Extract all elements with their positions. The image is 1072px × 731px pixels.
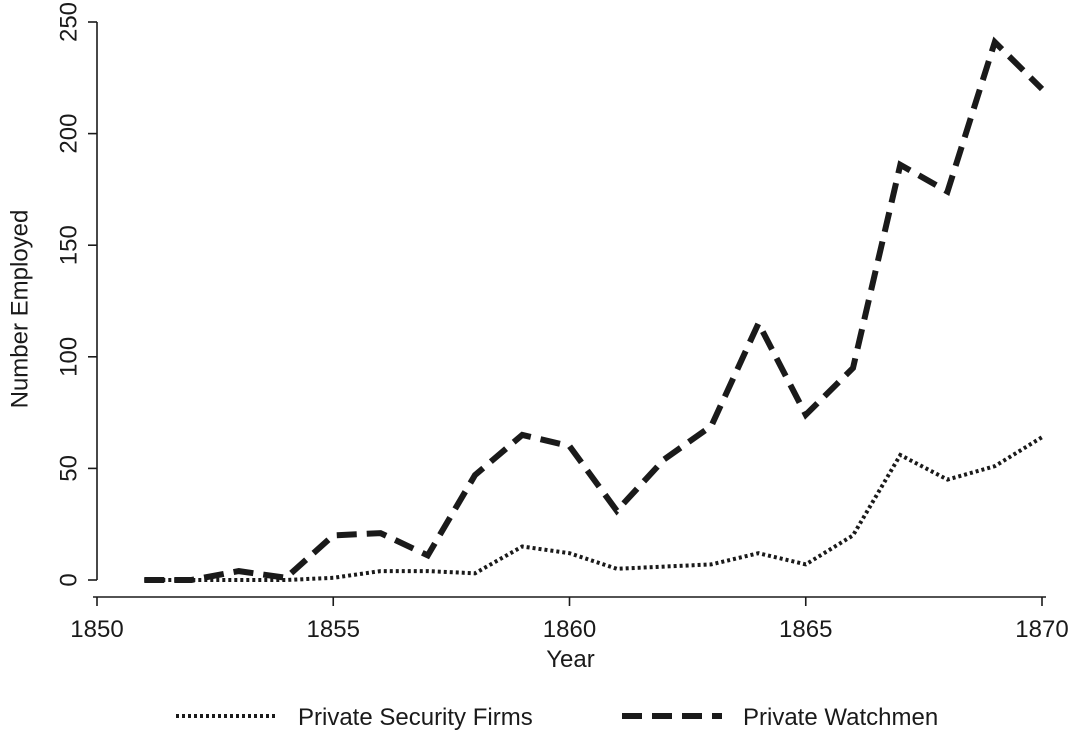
y-tick-label: 50 (56, 455, 83, 482)
x-tick-label: 1850 (70, 616, 123, 643)
legend: Private Security Firms Private Watchmen (176, 704, 938, 731)
x-tick-label: 1860 (543, 616, 596, 643)
y-tick-label: 0 (56, 573, 83, 586)
x-tick-label: 1855 (307, 616, 360, 643)
y-tick-label: 250 (56, 2, 83, 42)
y-tick-label: 100 (56, 337, 83, 377)
legend-label-private-watchmen: Private Watchmen (743, 704, 938, 731)
x-axis-title: Year (546, 646, 595, 673)
y-tick-label: 150 (56, 225, 83, 265)
x-tick-label: 1865 (779, 616, 832, 643)
y-tick-label: 200 (56, 114, 83, 154)
series-line-private-watchmen (144, 36, 1045, 583)
legend-label-private-security-firms: Private Security Firms (298, 704, 533, 731)
y-axis: 0 50 100 150 200 250 (56, 2, 98, 587)
x-tick-label: 1870 (1015, 616, 1068, 643)
series-line-private-security-firms (144, 435, 1044, 582)
x-axis: 1850 1855 1860 1865 1870 (70, 596, 1069, 643)
y-axis-title: Number Employed (7, 210, 34, 409)
plot-area (144, 36, 1045, 583)
